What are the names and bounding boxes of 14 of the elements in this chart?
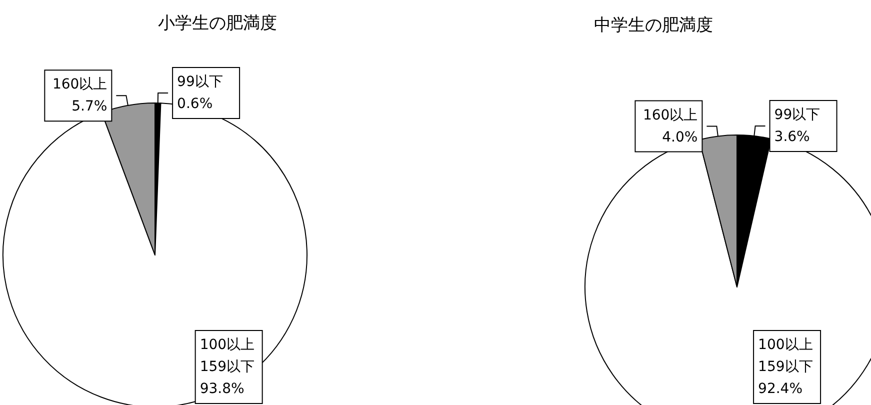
chart-title: 中学生の肥満度 (594, 16, 713, 36)
slice-label: 160以上 (642, 107, 698, 124)
slice-label: 99以下 (177, 74, 223, 90)
data-label: 93.8% (200, 381, 244, 397)
data-label: 3.6% (774, 129, 810, 146)
data-label: 5.7% (72, 98, 108, 115)
data-label: 92.4% (758, 381, 803, 397)
data-label: 4.0% (662, 129, 698, 146)
data-label: 0.6% (177, 96, 213, 112)
slice-label: 100以上159以下 (200, 337, 255, 375)
chart-title: 小学生の肥満度 (158, 14, 277, 34)
slice-label: 100以上159以下 (758, 337, 813, 375)
slice-label: 160以上 (52, 76, 108, 93)
slice-label: 99以下 (774, 107, 820, 124)
